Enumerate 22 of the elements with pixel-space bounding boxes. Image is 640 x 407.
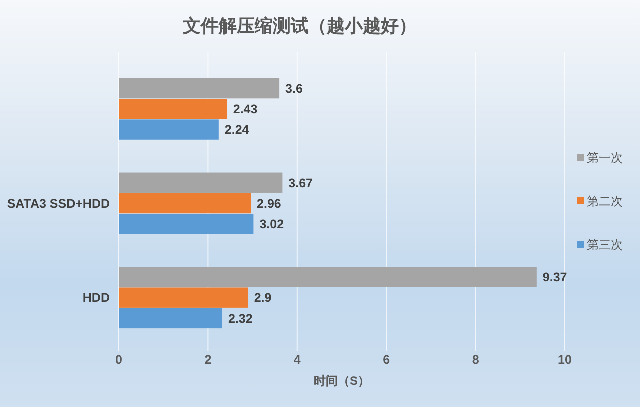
data-label: 2.32 (228, 312, 253, 326)
x-tick-label: 6 (383, 352, 390, 367)
x-tick-label: 0 (116, 352, 123, 367)
x-tick-label: 8 (472, 352, 480, 367)
legend-label: 第二次 (587, 194, 623, 209)
x-axis-title: 时间（S） (314, 374, 370, 388)
data-label: 9.37 (542, 270, 568, 285)
y-tick-label: HDD (82, 291, 110, 306)
x-tick-label: 2 (204, 352, 212, 367)
x-tick-label: 4 (294, 352, 301, 367)
legend-label: 第一次 (587, 151, 623, 166)
data-label: 2.24 (224, 123, 250, 138)
data-label: 2.9 (254, 291, 272, 306)
y-tick-label: SATA3 SSD+HDD (7, 196, 110, 211)
chart-title: 文件解压缩测试（越小越好） (182, 16, 417, 36)
x-tick-label: 10 (558, 352, 572, 367)
data-label: 2.43 (233, 102, 258, 117)
data-label: 3.6 (286, 82, 303, 96)
data-label: 2.96 (257, 196, 282, 211)
data-label: 3.67 (288, 176, 314, 190)
legend-label: 第三次 (587, 238, 623, 252)
data-label: 3.02 (260, 217, 284, 232)
